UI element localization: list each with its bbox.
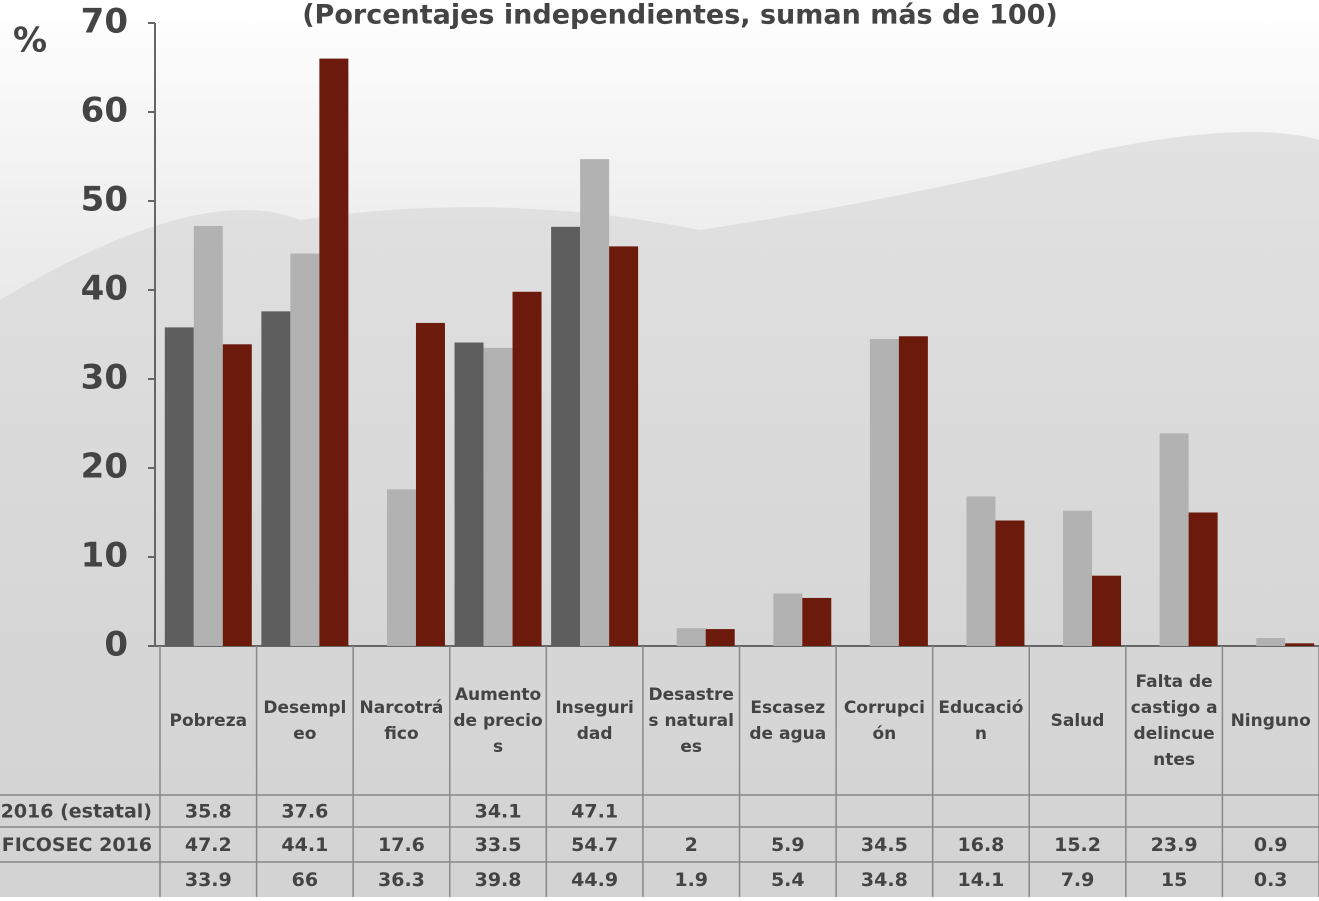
table-value: 0.3 <box>1254 869 1288 891</box>
y-tick-label: 60 <box>81 91 128 131</box>
x-tick-label: Salud <box>1050 710 1105 731</box>
y-tick-label: 0 <box>104 625 128 665</box>
bar <box>261 311 291 646</box>
y-tick-label: 30 <box>81 358 128 398</box>
bar <box>551 226 581 646</box>
table-value: 33.5 <box>475 834 522 856</box>
y-tick-label: 50 <box>81 180 128 220</box>
chart-subtitle: (Porcentajes independientes, suman más d… <box>302 0 1058 31</box>
category-cell: Corrupción <box>843 697 925 744</box>
y-axis-label: % <box>13 21 47 61</box>
table-value: 1.9 <box>674 869 708 891</box>
y-tick-label: 40 <box>81 269 128 309</box>
category-cell: Salud <box>1050 710 1105 731</box>
table-value: 7.9 <box>1061 869 1095 891</box>
bar <box>898 336 928 646</box>
bar <box>193 225 223 647</box>
table-value: 34.8 <box>861 869 908 891</box>
table-value: 47.1 <box>571 801 618 823</box>
bar <box>222 344 252 646</box>
x-tick-label: Ninguno <box>1230 710 1311 731</box>
bar <box>1285 643 1315 646</box>
table-value: 34.5 <box>861 834 908 856</box>
bar <box>290 253 320 646</box>
x-tick-label: Escasez de agua <box>749 697 827 744</box>
bar <box>705 629 735 646</box>
category-cell: Desempleo <box>263 697 347 744</box>
category-cell: Pobreza <box>169 710 248 731</box>
x-tick-label: Narcotráfico <box>359 697 444 744</box>
table-value: 44.1 <box>281 834 328 856</box>
x-tick-label: Desempleo <box>263 697 347 744</box>
x-tick-label: Desastres naturales <box>648 684 734 757</box>
x-tick-label: Corrupción <box>843 697 925 744</box>
table-value: 17.6 <box>378 834 425 856</box>
bar <box>164 327 194 646</box>
bar <box>966 496 996 646</box>
bar <box>319 58 349 647</box>
bar <box>995 520 1025 646</box>
x-tick-label: Inseguridad <box>555 697 634 744</box>
table-value: 36.3 <box>378 869 425 891</box>
y-tick-label: 20 <box>81 447 128 487</box>
table-value: 14.1 <box>958 869 1005 891</box>
bar <box>1188 512 1218 646</box>
table-value: 2 <box>685 834 698 856</box>
bar <box>1063 510 1093 646</box>
table-value: 47.2 <box>185 834 232 856</box>
x-tick-label: Pobreza <box>169 710 248 731</box>
bar <box>1092 575 1122 646</box>
bar <box>773 593 803 646</box>
category-cell: Aumento de precios <box>453 684 543 757</box>
x-tick-label: Educación <box>938 697 1024 744</box>
table-value: 5.4 <box>771 869 805 891</box>
table-value: 39.8 <box>475 869 522 891</box>
table-value: 23.9 <box>1151 834 1198 856</box>
table-value: 37.6 <box>281 801 328 823</box>
table-value: 66 <box>292 869 318 891</box>
category-cell: Desastres naturales <box>648 684 734 757</box>
table-value: 44.9 <box>571 869 618 891</box>
category-cell: Inseguridad <box>555 697 634 744</box>
x-tick-label: Falta de castigo a delincuentes <box>1130 671 1218 770</box>
bar <box>1256 637 1286 646</box>
bar <box>869 338 899 646</box>
table-value: 15 <box>1161 869 1187 891</box>
table-value: 16.8 <box>958 834 1005 856</box>
category-cell: Escasez de agua <box>749 697 827 744</box>
table-value: 54.7 <box>571 834 618 856</box>
bar <box>415 322 445 646</box>
bar <box>454 342 484 646</box>
bar <box>609 246 639 646</box>
legend-label: al FICOSEC 2016 <box>0 834 152 856</box>
category-cell: Ninguno <box>1230 710 1311 731</box>
category-cell: Educación <box>938 697 1024 744</box>
bar <box>802 597 832 646</box>
category-cell: Falta de castigo a delincuentes <box>1130 671 1218 770</box>
category-cell: Narcotráfico <box>359 697 444 744</box>
legend-label: E 2016 (estatal) <box>0 801 152 823</box>
bar <box>386 489 416 646</box>
y-tick-label: 70 <box>81 2 128 42</box>
table-value: 0.9 <box>1254 834 1288 856</box>
bar <box>1159 433 1189 646</box>
y-tick-label: 10 <box>81 536 128 576</box>
table-value: 5.9 <box>771 834 805 856</box>
bar <box>676 628 706 646</box>
table-value: 34.1 <box>475 801 522 823</box>
table-value: 15.2 <box>1054 834 1101 856</box>
table-value: 33.9 <box>185 869 232 891</box>
bar <box>512 291 542 646</box>
x-tick-label: Aumento de precios <box>453 684 543 757</box>
bar <box>483 347 513 646</box>
table-value: 35.8 <box>185 801 232 823</box>
bar <box>580 159 610 647</box>
